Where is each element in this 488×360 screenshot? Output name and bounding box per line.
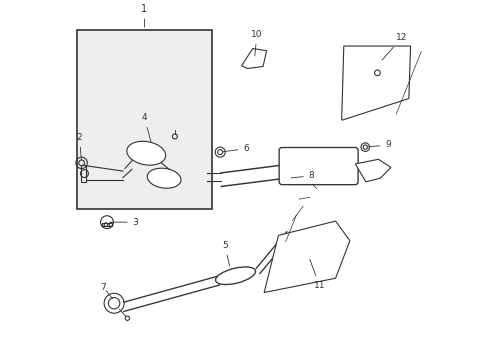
Polygon shape — [354, 159, 390, 182]
Text: 3: 3 — [109, 218, 138, 227]
Text: 12: 12 — [381, 33, 407, 60]
Text: 8: 8 — [291, 171, 314, 180]
FancyBboxPatch shape — [279, 148, 357, 185]
Bar — [102, 223, 112, 226]
Ellipse shape — [147, 168, 181, 188]
Polygon shape — [264, 221, 349, 293]
Text: 9: 9 — [367, 140, 390, 149]
Text: 11: 11 — [309, 260, 325, 290]
Bar — [81, 165, 86, 182]
Text: 1: 1 — [141, 4, 147, 27]
Ellipse shape — [215, 267, 255, 284]
Text: 4: 4 — [142, 113, 151, 141]
Text: 6: 6 — [223, 144, 249, 153]
Text: 7: 7 — [101, 283, 106, 292]
Bar — [77, 30, 212, 208]
Text: 5: 5 — [222, 240, 229, 266]
Polygon shape — [341, 46, 410, 120]
Ellipse shape — [126, 141, 165, 165]
Text: 2: 2 — [77, 132, 82, 160]
Text: 10: 10 — [251, 30, 262, 56]
Polygon shape — [241, 49, 266, 68]
